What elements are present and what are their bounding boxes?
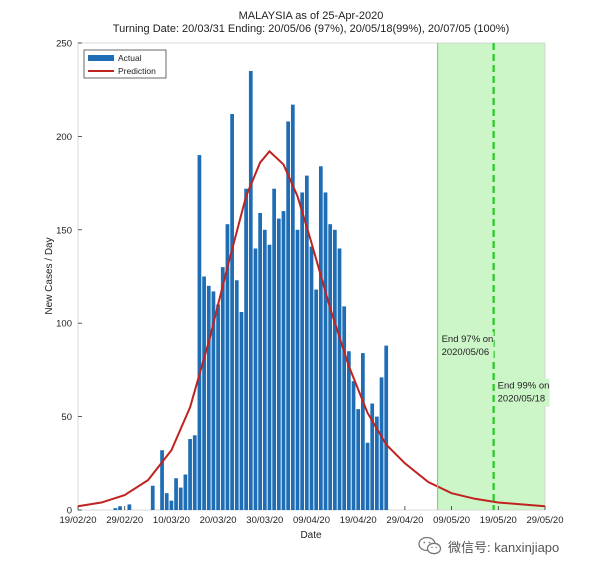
bar [314,289,319,510]
bar [258,212,262,510]
bar [346,351,351,510]
wechat-icon [418,536,442,555]
bar [286,121,291,511]
bar [361,353,365,510]
bar [375,416,379,510]
y-tick-label: 250 [56,39,72,50]
prediction-line [77,149,546,508]
bar [356,409,361,510]
chart-title-text: MALAYSIA as of 25-Apr-2020 [239,10,384,22]
annotation-text: 2020/05/06 [442,347,490,358]
bar [272,188,277,511]
x-tick-label: 29/05/20 [527,515,564,526]
bar [267,244,272,510]
bar [253,248,258,511]
bar [202,276,206,510]
chart-title: MALAYSIA as of 25-Apr-2020 Turning Date:… [113,10,509,35]
x-tick-label: 20/03/20 [200,515,237,526]
bar [300,192,305,510]
bar [351,381,356,510]
bar [365,442,370,510]
bar [304,175,309,511]
bar [384,345,389,510]
watermark-text: 微信号: kanxinjiapo [448,539,560,555]
bar [323,192,328,510]
bar [290,104,295,511]
bar [178,487,183,510]
x-tick-label: 09/04/20 [293,515,330,526]
bar [225,224,230,511]
annotation-text: End 97% on [442,334,494,345]
bar [332,229,337,511]
y-tick-label: 200 [56,132,72,143]
annotation-text: 2020/05/18 [498,394,546,405]
y-tick-label: 150 [56,225,72,236]
x-tick-label: 29/02/20 [106,515,143,526]
legend-label-prediction: Prediction [118,66,156,76]
bar [309,246,314,510]
bar [127,504,132,510]
bar [188,439,192,510]
bar [337,248,342,511]
bar [150,485,155,510]
bar [244,188,248,511]
bar [206,285,211,510]
x-tick-label: 09/05/20 [433,515,470,526]
legend-swatch-actual [88,55,114,61]
chart-subtitle-text: Turning Date: 20/03/31 Ending: 20/05/06 … [113,23,509,35]
y-tick-label: 100 [56,319,72,330]
bar [379,377,384,510]
bar [197,155,202,510]
bar [295,229,300,511]
annotation-bg [495,378,550,407]
plot-area: 0 50 100 150 200 250 19/02/20 29/02/20 10/03/20 2… [56,39,563,527]
bar [211,291,216,510]
bar [276,218,281,511]
x-tick-label: 10/03/20 [153,515,190,526]
y-tick-label: 0 [67,506,72,517]
bar [160,450,164,510]
bar [216,304,220,510]
bar [281,211,286,510]
legend-box [83,49,167,79]
bar [342,306,347,510]
x-axis-label: Date [300,530,322,541]
annotation-bg [439,332,494,361]
legend-label-actual: Actual [118,53,142,63]
bar [174,478,178,510]
bar [370,403,375,510]
bar [230,113,234,510]
shaded-region [437,43,545,510]
x-tick-label: 19/04/20 [340,515,377,526]
bar [239,311,244,510]
bar [169,500,174,510]
axis-titles: Date New Cases / Day [44,237,322,541]
x-tick-label: 30/03/20 [246,515,283,526]
annotation-text: End 99% on [498,381,550,392]
bar [118,506,122,510]
y-tick-label: 50 [61,412,72,423]
bar [328,224,333,511]
bar [234,280,239,510]
bar [192,435,197,510]
bar [164,493,169,510]
bar [248,71,253,511]
watermark: 微信号: kanxinjiapo [418,536,559,556]
x-tick-label: 29/04/20 [386,515,423,526]
bar [262,229,267,511]
bar [318,166,323,510]
y-axis-label: New Cases / Day [44,237,55,314]
bar [113,508,118,510]
x-tick-label: 19/02/20 [60,515,97,526]
x-tick-label: 19/05/20 [480,515,517,526]
bar [183,474,188,510]
bar [220,267,225,510]
